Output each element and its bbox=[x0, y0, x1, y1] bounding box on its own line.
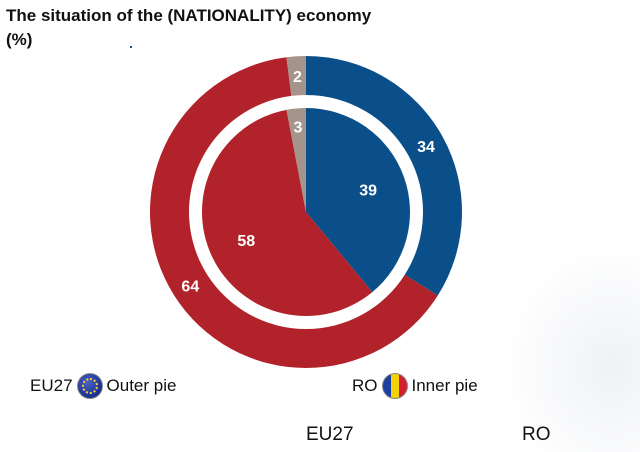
background-map-watermark bbox=[500, 240, 640, 452]
inner-slice-1 bbox=[202, 109, 373, 316]
inner-label-2: 3 bbox=[293, 119, 302, 136]
inner-slice-0 bbox=[306, 108, 411, 293]
inner-pie bbox=[202, 108, 411, 316]
chart-title-line2: (%) bbox=[6, 30, 33, 49]
eu-flag-icon bbox=[76, 373, 103, 399]
legend-ro-text: Inner pie bbox=[411, 376, 478, 395]
legend-eu27-code: EU27 bbox=[30, 376, 73, 395]
outer-slice-2 bbox=[286, 56, 306, 96]
chart-title: The situation of the (NATIONALITY) econo… bbox=[6, 4, 371, 52]
bottom-label-ro: RO bbox=[522, 424, 551, 445]
outer-ring bbox=[150, 56, 463, 369]
legend-ro-code: RO bbox=[352, 376, 378, 395]
outer-label-2: 2 bbox=[293, 69, 302, 86]
outer-slice-0 bbox=[306, 56, 463, 296]
outer-label-0: 34 bbox=[417, 139, 435, 156]
legend-ro: RO Inner pie bbox=[352, 371, 478, 401]
inner-slice-2 bbox=[286, 108, 306, 212]
legend-eu27: EU27 Outer pie bbox=[30, 371, 176, 401]
legend-eu27-text: Outer pie bbox=[106, 376, 177, 395]
romania-flag-icon bbox=[381, 373, 408, 399]
chart-title-line1: The situation of the (NATIONALITY) econo… bbox=[6, 6, 372, 25]
stray-dot bbox=[130, 46, 132, 48]
outer-label-1: 64 bbox=[181, 278, 199, 295]
inner-label-0: 39 bbox=[359, 183, 377, 200]
inner-label-1: 58 bbox=[237, 233, 255, 250]
bottom-label-eu27: EU27 bbox=[306, 424, 354, 445]
slice-labels: 34 64 2 39 58 3 bbox=[181, 69, 435, 296]
